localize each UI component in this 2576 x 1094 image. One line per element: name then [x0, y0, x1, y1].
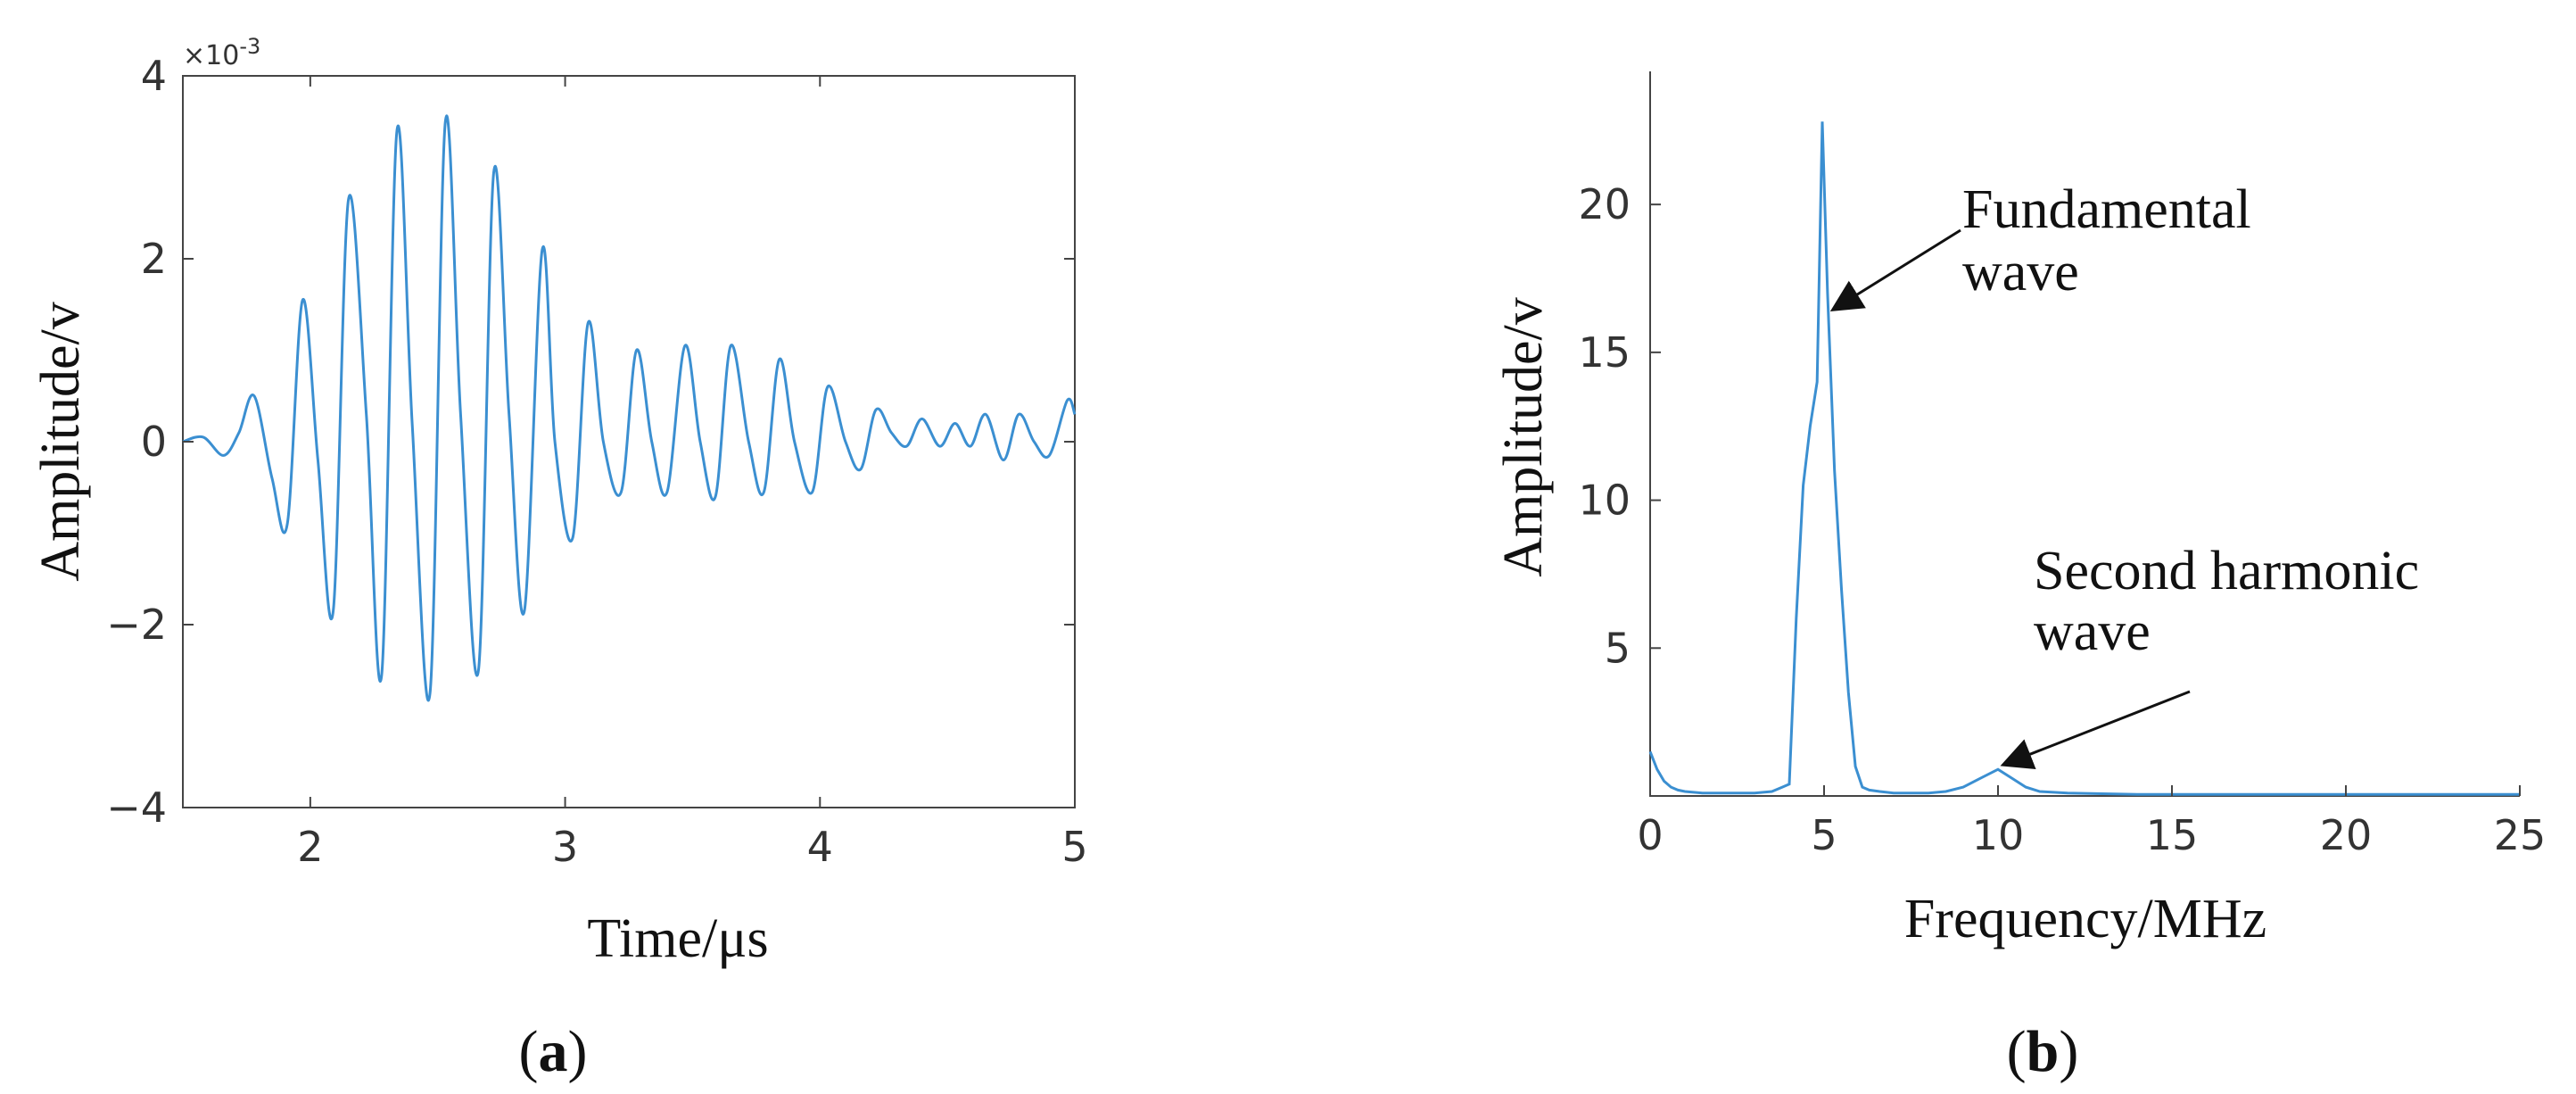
chart-a-panel-letter: a: [539, 1019, 568, 1084]
annotation-fundamental-line-1: Fundamental: [1962, 179, 2251, 240]
chart-a-x-tick-label: 5: [1061, 823, 1087, 871]
annotation-second-harmonic-line-2: wave: [2034, 601, 2151, 662]
chart-a-y-tick-label: 0: [141, 418, 167, 466]
chart-b-y-ticks: 5 10 15 20: [1578, 180, 1661, 672]
chart-a-y-tick-label: 2: [141, 235, 167, 283]
chart-a-y-scale-note: ×10-3: [183, 34, 260, 71]
chart-b-y-tick-label: 10: [1578, 477, 1631, 525]
chart-b-y-tick-label: 15: [1578, 328, 1631, 377]
chart-a-y-axis-label: Amplitude/v: [30, 302, 91, 581]
chart-b-x-tick-label: 20: [2320, 811, 2373, 859]
chart-b-x-tick-label: 10: [1972, 811, 2025, 859]
annotation-fundamental-line-2: wave: [1962, 242, 2079, 303]
chart-a-y-tick-label: 4: [141, 52, 167, 100]
chart-b: 5 10 15 20 0 5 10 15 20 25 Amplitude/v Frequency…: [1493, 71, 2546, 1084]
chart-b-x-axis-label: Frequency/MHz: [1904, 889, 2266, 949]
chart-a-panel-label: (a): [519, 1019, 588, 1084]
chart-a-y-tick-label: −4: [106, 783, 167, 832]
chart-a: −4 −2 0 2 4 2 3 4 5 ×10-3 Amplitude/v Time/μs (…: [30, 34, 1088, 1084]
chart-a-x-ticks: 2 3 4 5: [297, 76, 1088, 871]
chart-b-x-ticks: 0 5 10 15 20 25: [1637, 785, 2546, 859]
chart-a-x-axis-label: Time/μs: [587, 908, 768, 969]
annotation-second-harmonic-line-1: Second harmonic: [2034, 541, 2419, 601]
chart-b-x-tick-label: 0: [1637, 811, 1663, 859]
annotation-second-harmonic: Second harmonic wave: [2034, 541, 2433, 662]
chart-a-x-tick-label: 3: [552, 823, 578, 871]
chart-b-x-tick-label: 5: [1811, 811, 1837, 859]
chart-a-x-tick-label: 4: [807, 823, 833, 871]
chart-b-y-tick-label: 20: [1578, 180, 1631, 228]
chart-a-y-ticks: −4 −2 0 2 4: [106, 52, 1075, 832]
chart-a-y-tick-label: −2: [106, 601, 167, 649]
chart-a-series-line: [182, 114, 1077, 702]
chart-a-y-scale-exp: -3: [239, 34, 260, 59]
chart-b-y-tick-label: 5: [1605, 624, 1631, 672]
annotation-fundamental-arrow: [1829, 228, 1961, 311]
chart-b-x-tick-label: 15: [2146, 811, 2199, 859]
chart-b-panel-label: (b): [2007, 1019, 2079, 1084]
annotation-second-harmonic-arrow: [2000, 690, 2191, 769]
chart-b-series-line: [1648, 121, 2520, 796]
chart-a-y-scale-base: ×10: [183, 40, 239, 71]
chart-b-x-tick-label: 25: [2494, 811, 2547, 859]
chart-b-panel-letter: b: [2027, 1019, 2060, 1084]
annotation-fundamental: Fundamental wave: [1962, 179, 2265, 303]
chart-a-x-tick-label: 2: [297, 823, 323, 871]
chart-b-y-axis-label: Amplitude/v: [1493, 297, 1554, 576]
